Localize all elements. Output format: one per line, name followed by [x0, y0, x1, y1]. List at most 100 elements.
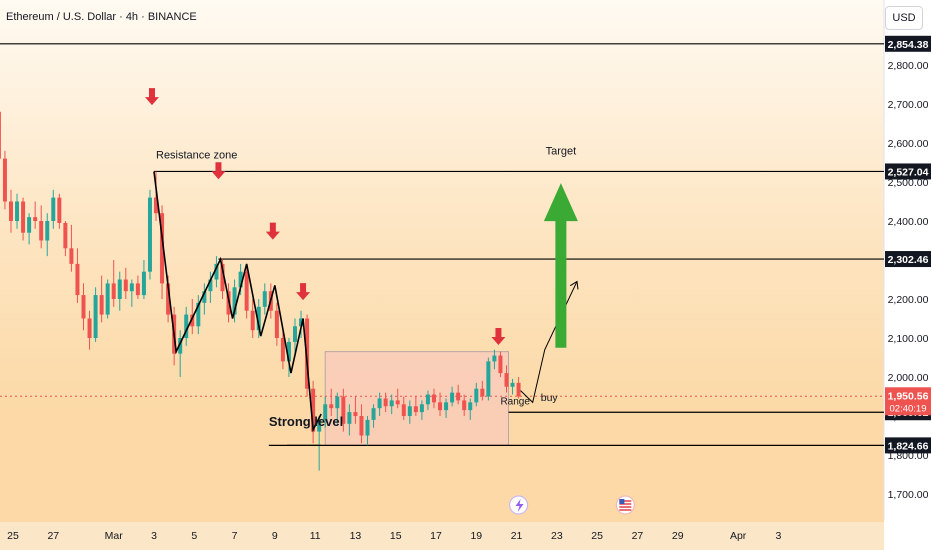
candle-body[interactable]	[244, 271, 249, 311]
candle-body[interactable]	[456, 392, 461, 401]
candle-body[interactable]	[129, 283, 134, 292]
candle-body[interactable]	[365, 419, 370, 436]
candle-body[interactable]	[111, 283, 116, 299]
candle-body[interactable]	[468, 402, 473, 411]
price-axis-panel[interactable]	[884, 0, 932, 550]
currency-button[interactable]: USD	[885, 6, 923, 30]
candle-body[interactable]	[141, 271, 146, 296]
candle-body[interactable]	[377, 398, 382, 409]
candle-body[interactable]	[401, 404, 406, 416]
candle-body[interactable]	[8, 201, 13, 222]
candle-body[interactable]	[232, 287, 237, 315]
candle-body[interactable]	[208, 279, 213, 292]
candle-body[interactable]	[492, 355, 497, 362]
down-arrow-marker[interactable]	[144, 88, 159, 106]
candle-body[interactable]	[238, 271, 243, 288]
candle-body[interactable]	[15, 201, 20, 222]
candle-body[interactable]	[202, 291, 207, 303]
last-price-tag[interactable]	[885, 387, 931, 416]
candle-body[interactable]	[438, 402, 443, 411]
candle-body[interactable]	[335, 396, 340, 409]
candle-body[interactable]	[117, 279, 122, 300]
candle-body[interactable]	[27, 217, 32, 233]
candle-body[interactable]	[341, 396, 346, 424]
level-2854-tag[interactable]	[885, 35, 931, 52]
down-arrow-marker[interactable]	[491, 327, 506, 345]
candle-body[interactable]	[431, 394, 436, 403]
candle-body[interactable]	[220, 263, 225, 292]
candle-body[interactable]	[371, 408, 376, 420]
candle-body[interactable]	[190, 314, 195, 327]
candle-body[interactable]	[498, 355, 503, 374]
candle-body[interactable]	[45, 221, 50, 241]
candle-body[interactable]	[286, 341, 291, 362]
candle-body[interactable]	[135, 283, 140, 296]
candle-body[interactable]	[274, 310, 279, 338]
candle-body[interactable]	[407, 406, 412, 416]
candle-body[interactable]	[57, 197, 62, 223]
candle-body[interactable]	[425, 394, 430, 405]
candle-body[interactable]	[486, 361, 491, 397]
level-1824-tag[interactable]	[885, 437, 931, 454]
candle-body[interactable]	[311, 388, 316, 432]
down-arrow-marker[interactable]	[265, 222, 280, 240]
candle-body[interactable]	[123, 279, 128, 292]
candle-body[interactable]	[480, 388, 485, 397]
candle-body[interactable]	[504, 373, 509, 387]
candle-body[interactable]	[280, 338, 285, 362]
candle-body[interactable]	[250, 310, 255, 331]
candle-body[interactable]	[21, 201, 26, 233]
candle-body[interactable]	[329, 404, 334, 409]
candle-body[interactable]	[347, 412, 352, 424]
candle-body[interactable]	[317, 419, 322, 432]
candle-body[interactable]	[147, 197, 152, 272]
candle-body[interactable]	[87, 318, 92, 339]
event-flag-icon[interactable]	[615, 495, 635, 515]
candle-body[interactable]	[69, 248, 74, 264]
candle-body[interactable]	[178, 338, 183, 354]
candle-body[interactable]	[105, 283, 110, 315]
symbol-title[interactable]: Ethereum / U.S. Dollar · 4h · BINANCE	[6, 11, 197, 23]
candle-body[interactable]	[262, 291, 267, 307]
candle-body[interactable]	[353, 412, 358, 416]
candle-body[interactable]	[81, 295, 86, 319]
candle-body[interactable]	[256, 306, 261, 331]
level-2527-tag[interactable]	[885, 163, 931, 180]
candle-body[interactable]	[160, 213, 165, 284]
candle-body[interactable]	[99, 295, 104, 315]
candle-body[interactable]	[226, 291, 231, 315]
candle-body[interactable]	[359, 416, 364, 436]
time-axis-panel[interactable]	[0, 522, 884, 550]
candle-body[interactable]	[389, 400, 394, 407]
candle-body[interactable]	[51, 197, 56, 221]
candle-body[interactable]	[450, 392, 455, 403]
candle-body[interactable]	[444, 402, 449, 411]
candle-body[interactable]	[305, 318, 310, 389]
candle-body[interactable]	[299, 318, 304, 327]
candle-body[interactable]	[462, 400, 467, 411]
down-arrow-marker[interactable]	[296, 283, 311, 301]
candle-body[interactable]	[2, 158, 7, 202]
candle-body[interactable]	[413, 406, 418, 413]
candle-body[interactable]	[510, 382, 515, 387]
candle-body[interactable]	[419, 404, 424, 413]
candle-body[interactable]	[166, 283, 171, 315]
candle-body[interactable]	[516, 382, 521, 397]
level-2302-tag[interactable]	[885, 251, 931, 268]
candle-body[interactable]	[184, 314, 189, 338]
candle-body[interactable]	[323, 404, 328, 420]
down-arrow-marker[interactable]	[211, 162, 226, 180]
candle-body[interactable]	[39, 221, 44, 241]
candle-body[interactable]	[0, 111, 1, 159]
candle-body[interactable]	[196, 302, 201, 327]
candle-body[interactable]	[93, 295, 98, 338]
candle-body[interactable]	[395, 400, 400, 405]
candle-body[interactable]	[214, 263, 219, 280]
candle-body[interactable]	[154, 197, 159, 214]
candle-body[interactable]	[474, 388, 479, 403]
candle-body[interactable]	[75, 263, 80, 296]
candle-body[interactable]	[33, 217, 38, 221]
candle-body[interactable]	[383, 398, 388, 407]
candle-body[interactable]	[293, 326, 297, 342]
